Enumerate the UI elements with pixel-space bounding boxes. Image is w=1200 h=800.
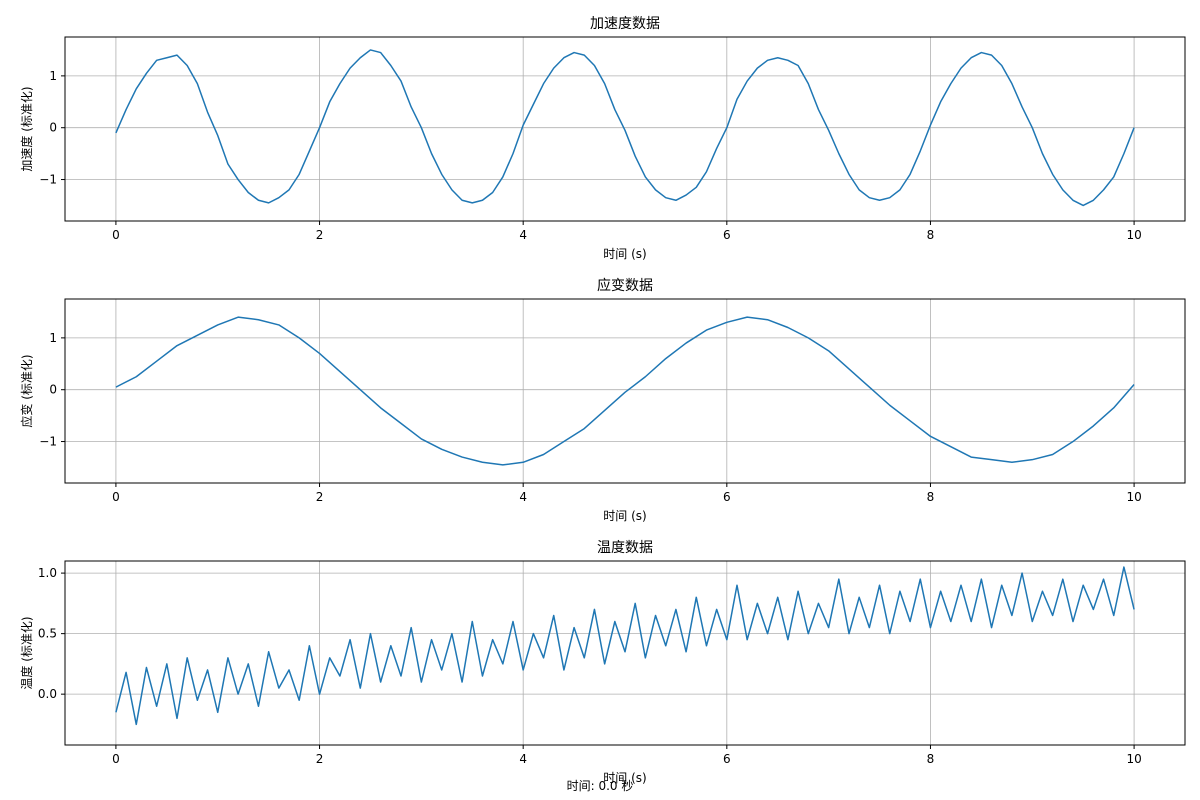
axes-frame <box>64 298 1186 484</box>
chart-title: 加速度数据 <box>590 16 660 32</box>
x-tick-label: 4 <box>519 752 527 766</box>
x-axis-label: 时间 (s) <box>603 771 646 785</box>
x-tick-label: 6 <box>723 752 731 766</box>
y-tick-label: −1 <box>39 435 57 449</box>
time-readout: 时间: 0.0 秒 <box>566 779 634 793</box>
y-tick-label: 0.5 <box>38 627 57 641</box>
axes-frame <box>64 36 1186 222</box>
x-tick-label: 8 <box>927 490 935 504</box>
x-tick-label: 8 <box>927 228 935 242</box>
y-tick-label: 1.0 <box>38 566 57 580</box>
x-tick-label: 10 <box>1126 228 1141 242</box>
y-tick-label: 1 <box>49 331 57 345</box>
y-tick-label: 0 <box>49 121 57 135</box>
x-tick-label: 2 <box>316 228 324 242</box>
chart-title: 应变数据 <box>597 277 653 294</box>
axes-frame <box>64 560 1186 746</box>
x-tick-label: 0 <box>112 752 120 766</box>
y-tick-label: −1 <box>39 173 57 187</box>
y-axis-label: 温度 (标准化) <box>19 616 34 689</box>
x-tick-label: 2 <box>316 752 324 766</box>
y-tick-label: 0.0 <box>38 687 57 701</box>
x-axis-label: 时间 (s) <box>603 509 646 523</box>
chart-title: 温度数据 <box>597 540 653 556</box>
x-tick-label: 0 <box>112 228 120 242</box>
data-series-line <box>115 316 1135 466</box>
x-tick-label: 6 <box>723 228 731 242</box>
y-tick-label: 1 <box>49 69 57 83</box>
y-axis-label: 应变 (标准化) <box>19 354 34 427</box>
y-tick-label: 0 <box>49 383 57 397</box>
y-axis-label: 加速度 (标准化) <box>19 86 34 171</box>
x-tick-label: 10 <box>1126 752 1141 766</box>
x-axis-label: 时间 (s) <box>603 247 646 261</box>
x-tick-label: 6 <box>723 490 731 504</box>
x-tick-label: 4 <box>519 228 527 242</box>
data-series-line <box>115 566 1135 726</box>
x-tick-label: 4 <box>519 490 527 504</box>
x-tick-label: 2 <box>316 490 324 504</box>
data-series-line <box>115 49 1135 207</box>
x-tick-label: 8 <box>927 752 935 766</box>
x-tick-label: 0 <box>112 490 120 504</box>
x-tick-label: 10 <box>1126 490 1141 504</box>
